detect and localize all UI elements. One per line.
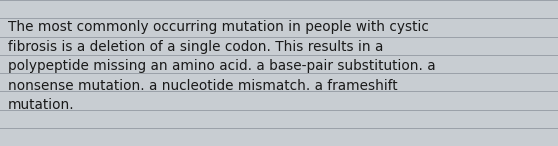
Text: The most commonly occurring mutation in people with cystic
fibrosis is a deletio: The most commonly occurring mutation in … — [8, 20, 436, 112]
